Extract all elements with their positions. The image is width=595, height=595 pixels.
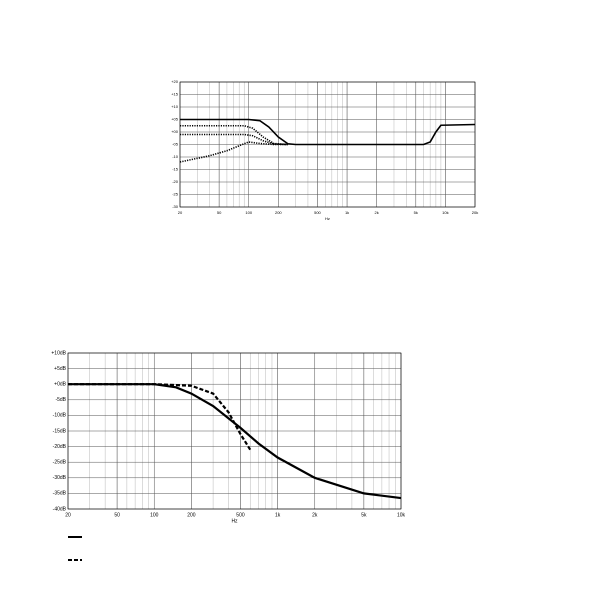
series-line [180, 124, 288, 146]
x-axis-label: Hz [231, 518, 238, 524]
y-tick-label: -15dB [53, 428, 67, 434]
x-tick-label: 20 [65, 512, 71, 518]
series-line [68, 383, 252, 451]
series-line [180, 118, 476, 146]
x-tick-label: 500 [314, 210, 321, 215]
y-tick-label: +0dB [54, 382, 66, 388]
y-tick-label: -30 [172, 204, 179, 209]
y-tick-label: -20 [172, 179, 179, 184]
plot-frame [67, 352, 402, 510]
y-tick-label: -5dB [55, 397, 66, 403]
x-tick-label: 200 [275, 210, 282, 215]
x-tick-label: 500 [236, 512, 245, 518]
y-tick-label: +15 [171, 92, 179, 97]
y-tick-label: +00 [171, 129, 179, 134]
y-tick-label: -15 [172, 167, 179, 172]
series-line [68, 383, 402, 500]
x-tick-label: 200 [187, 512, 196, 518]
y-tick-label: -10dB [53, 413, 67, 419]
y-tick-label: +10 [171, 104, 179, 109]
x-tick-label: 5k [361, 512, 367, 518]
x-tick-label: 1k [345, 210, 349, 215]
y-tick-label: +10dB [51, 350, 66, 356]
x-tick-label: 20 [178, 210, 183, 215]
x-tick-label: 100 [150, 512, 159, 518]
x-tick-label: 2k [312, 512, 318, 518]
x-tick-label: 1k [275, 512, 281, 518]
y-tick-label: -35dB [53, 491, 67, 497]
x-tick-label: 50 [114, 512, 120, 518]
x-tick-label: 5k [414, 210, 418, 215]
x-tick-label: 10k [397, 512, 406, 518]
x-tick-label: 10k [442, 210, 448, 215]
y-tick-label: -20dB [53, 444, 67, 450]
plot-frame [179, 81, 476, 208]
y-tick-label: -40dB [53, 506, 67, 512]
y-tick-label: -25 [172, 192, 179, 197]
y-tick-label: +5dB [54, 366, 66, 372]
chart: +10dB +5dB +0dB -5dB -10dB -15dB -20dB -25dB -30… [51, 350, 406, 561]
x-tick-label: 100 [245, 210, 252, 215]
series-line [179, 141, 288, 163]
y-tick-label: -10 [172, 154, 179, 159]
y-tick-label: +20 [171, 79, 179, 84]
y-tick-label: -05 [172, 142, 179, 147]
x-tick-label: 2k [375, 210, 379, 215]
x-tick-label: 50 [217, 210, 222, 215]
x-tick-label: 20k [472, 210, 478, 215]
series-line [180, 133, 288, 146]
y-tick-label: +05 [171, 117, 179, 122]
y-tick-label: -30dB [53, 475, 67, 481]
x-axis-label: Hz [325, 216, 330, 221]
y-tick-label: -25dB [53, 460, 67, 466]
